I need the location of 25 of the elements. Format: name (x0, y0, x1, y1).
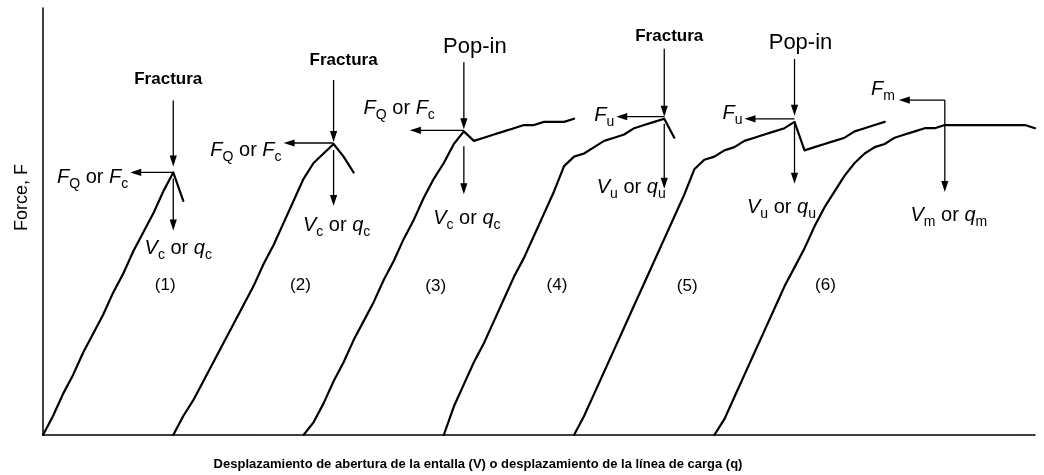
annotation: V$_{c}$ or q$_{c}$ (302, 213, 371, 239)
annotation: F$_{Q}$ or F$_{c}$ (210, 138, 282, 164)
series-label: (2) (290, 274, 311, 294)
annotation: F$_{u}$ (594, 102, 615, 129)
text: Fractura (309, 49, 378, 70)
series-label: (6) (815, 274, 836, 294)
annotation: V$_{u}$ or q$_{u}$ (747, 194, 816, 221)
text: (3) (425, 275, 447, 295)
text: Pop-in (768, 28, 833, 54)
text: Fractura (134, 69, 203, 89)
annotation: V$_{m}$ or q$_{m}$ (910, 203, 988, 229)
annotation: F$_{Q}$ or F$_{c}$ (363, 96, 435, 123)
series-label: (5) (676, 275, 698, 295)
annotation: V$_{c}$ or q$_{c}$ (433, 206, 501, 233)
series-label: (4) (546, 275, 568, 295)
text: F$_{m}$ (870, 77, 895, 103)
series-label: (1) (154, 275, 176, 295)
annotation: V$_{c}$ or q$_{c}$ (144, 236, 212, 263)
text: Fractura (635, 25, 704, 46)
y-axis-title: Force, F (11, 163, 31, 232)
annotation: F$_{u}$ (722, 100, 743, 127)
annotation: V$_{u}$ or q$_{u}$ (596, 174, 666, 201)
annotation: F$_{Q}$ or F$_{c}$ (57, 165, 129, 192)
x-axis-title: Desplazamiento de abertura de la entalla (V) o desplazamiento de la línea de carga (q) (213, 456, 743, 471)
text: Pop-in (443, 33, 507, 59)
